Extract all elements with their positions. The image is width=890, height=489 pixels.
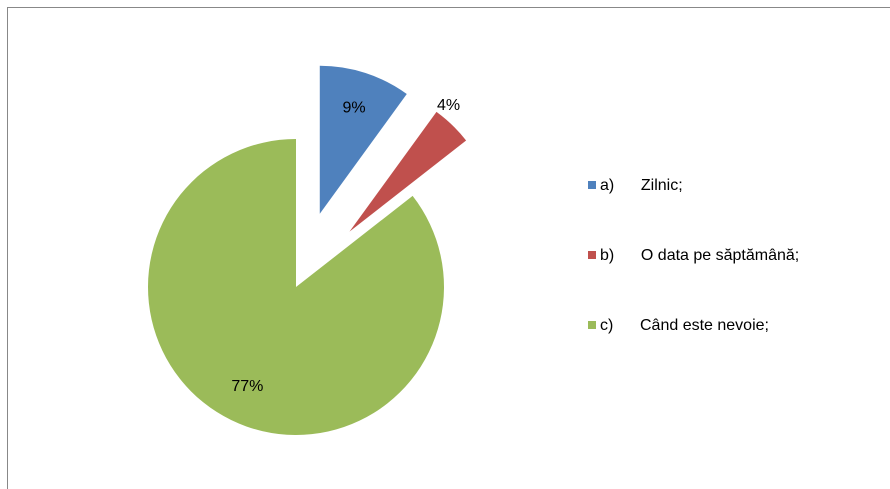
data-label: 77%	[231, 378, 263, 395]
pie-slice	[147, 139, 444, 436]
legend-swatch	[588, 181, 596, 189]
data-label: 9%	[343, 99, 366, 116]
pie-slice	[319, 65, 407, 214]
pie-slice	[349, 111, 467, 232]
legend-swatch	[588, 251, 596, 259]
legend-label: a) Zilnic;	[600, 177, 683, 194]
legend-swatch	[588, 321, 596, 329]
legend-label: b) O data pe săptămână;	[600, 247, 799, 264]
data-label: 4%	[437, 97, 460, 114]
legend-label: c) Când este nevoie;	[600, 317, 769, 334]
